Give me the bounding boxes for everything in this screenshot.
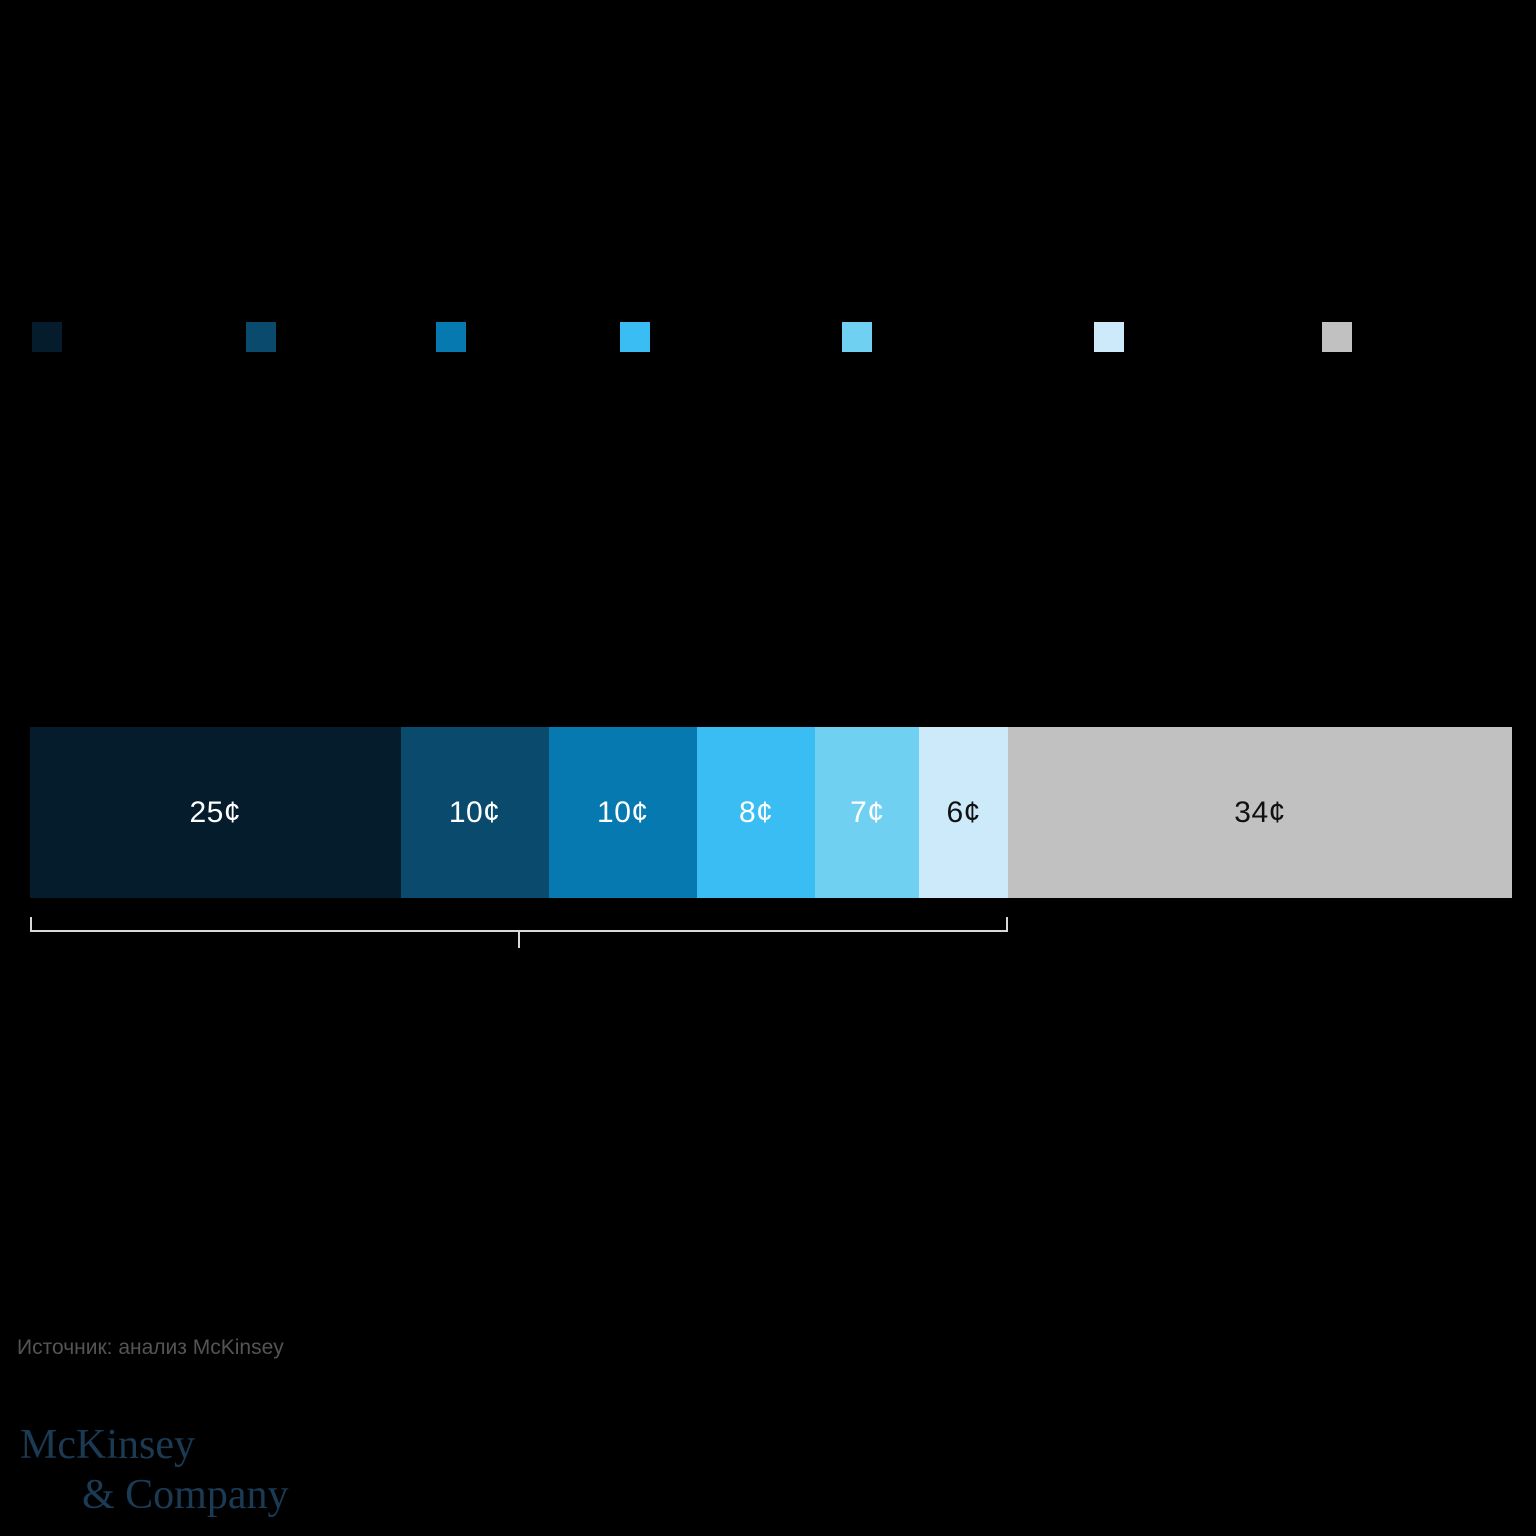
legend-swatch-7 bbox=[1322, 322, 1352, 352]
logo-line-1: McKinsey bbox=[20, 1422, 195, 1468]
bar-segment-label-1: 25¢ bbox=[189, 795, 242, 829]
legend-swatch-2 bbox=[246, 322, 276, 352]
logo-line-2: & Company bbox=[82, 1472, 289, 1518]
bar-segment-5: 7¢ bbox=[815, 727, 920, 898]
bar-segment-label-3: 10¢ bbox=[597, 795, 649, 829]
legend-swatch-3 bbox=[436, 322, 466, 352]
bar-segment-label-7: 34¢ bbox=[1234, 795, 1286, 829]
bar-segment-label-4: 8¢ bbox=[739, 795, 774, 829]
bar-segment-2: 10¢ bbox=[400, 727, 549, 898]
bar-segment-label-2: 10¢ bbox=[448, 795, 501, 829]
legend-swatch-5 bbox=[842, 322, 872, 352]
legend bbox=[0, 322, 1536, 352]
bracket-tick-left bbox=[30, 917, 32, 932]
bar-segment-label-6: 6¢ bbox=[946, 795, 981, 829]
bar-segment-6: 6¢ bbox=[919, 727, 1009, 898]
mckinsey-logo: McKinsey & Company bbox=[20, 1424, 289, 1516]
legend-swatch-1 bbox=[32, 322, 62, 352]
bracket-tick-center bbox=[518, 930, 520, 948]
bar-segment-label-5: 7¢ bbox=[850, 795, 885, 829]
bar-segment-7: 34¢ bbox=[1008, 727, 1512, 898]
bar-segment-4: 8¢ bbox=[696, 727, 816, 898]
bracket-tick-right bbox=[1006, 917, 1008, 932]
bar-segment-3: 10¢ bbox=[548, 727, 697, 898]
bar-segment-1: 25¢ bbox=[30, 727, 401, 898]
stacked-bar: 25¢ 10¢ 10¢ 8¢ 7¢ 6¢ 34¢ bbox=[30, 727, 1512, 898]
source-note: Источник: анализ McKinsey bbox=[17, 1336, 284, 1359]
legend-swatch-4 bbox=[620, 322, 650, 352]
legend-swatch-6 bbox=[1094, 322, 1124, 352]
